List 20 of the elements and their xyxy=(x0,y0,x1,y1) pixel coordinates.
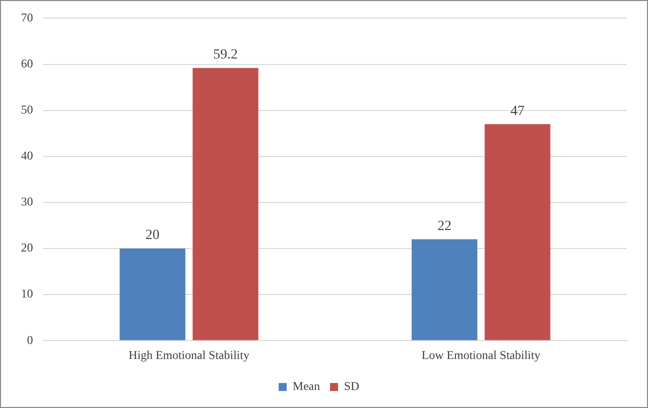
y-tick-label: 60 xyxy=(21,56,33,70)
bar xyxy=(484,124,550,340)
y-tick-label: 50 xyxy=(21,102,33,116)
y-tick-label: 0 xyxy=(27,332,33,347)
data-label: 20 xyxy=(146,228,160,244)
bar xyxy=(120,248,186,340)
y-tick-label: 30 xyxy=(21,194,33,209)
bar xyxy=(192,68,258,340)
y-tick-label: 70 xyxy=(21,10,33,24)
y-tick-label: 20 xyxy=(21,240,33,255)
legend-label: SD xyxy=(344,379,360,394)
x-tick-label: High Emotional Stability xyxy=(128,348,250,362)
data-label: 22 xyxy=(438,218,452,234)
data-label: 59.2 xyxy=(213,48,238,63)
y-tick-label: 10 xyxy=(21,286,33,301)
legend-label: Mean xyxy=(292,379,320,394)
data-label: 47 xyxy=(510,104,524,119)
y-tick-label: 40 xyxy=(21,148,33,163)
x-tick-label: Low Emotional Stability xyxy=(422,348,540,362)
bar xyxy=(412,239,478,340)
